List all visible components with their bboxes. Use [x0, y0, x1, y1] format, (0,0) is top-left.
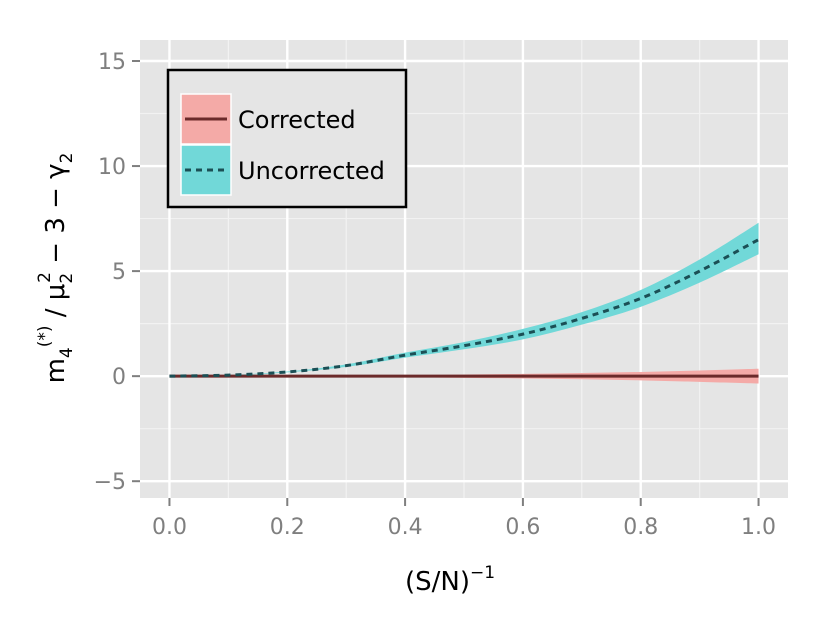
y-axis: −5 0 5 10 15	[94, 50, 140, 495]
y-title-m-sub: 4	[57, 347, 77, 358]
series-lines	[169, 238, 760, 378]
y-axis-title: m4(*) / μ22 − 3 − γ2	[35, 153, 77, 384]
x-axis-title: (S/N)−1	[405, 563, 495, 597]
y-tick-label: −5	[94, 470, 126, 495]
y-title-slash: /	[41, 300, 71, 325]
y-title-m-sup: (*)	[35, 325, 55, 347]
y-title-gamma-sub: 2	[57, 153, 77, 164]
legend: Corrected Uncorrected	[166, 68, 408, 209]
y-title-mu-sub: 2	[57, 273, 77, 284]
y-tick-label: 0	[112, 365, 126, 390]
y-title-mu: μ	[41, 284, 71, 301]
legend-label-corrected: Corrected	[238, 106, 356, 134]
major-grid	[140, 40, 788, 498]
x-tick-label: 0.0	[152, 515, 187, 540]
y-tick-label: 5	[112, 260, 126, 285]
y-tick-label: 10	[98, 155, 126, 180]
x-tick-label: 1.0	[741, 515, 776, 540]
x-axis: 0.0 0.2 0.4 0.6 0.8 1.0	[152, 498, 776, 540]
y-title-m: m	[41, 358, 71, 383]
y-title-gamma: γ	[41, 163, 71, 178]
x-tick-label: 0.6	[505, 515, 540, 540]
legend-label-uncorrected: Uncorrected	[238, 157, 385, 185]
y-tick-label: 15	[98, 50, 126, 75]
x-tick-label: 0.2	[270, 515, 305, 540]
x-axis-title-sup: −1	[470, 563, 495, 583]
y-title-rest: − 3 −	[41, 179, 71, 272]
band-uncorrected	[169, 222, 759, 377]
x-axis-title-main: (S/N)	[405, 567, 470, 597]
x-tick-label: 0.8	[623, 515, 658, 540]
x-tick-label: 0.4	[388, 515, 423, 540]
line-uncorrected	[169, 238, 760, 378]
y-title-mu-sup: 2	[35, 272, 55, 283]
